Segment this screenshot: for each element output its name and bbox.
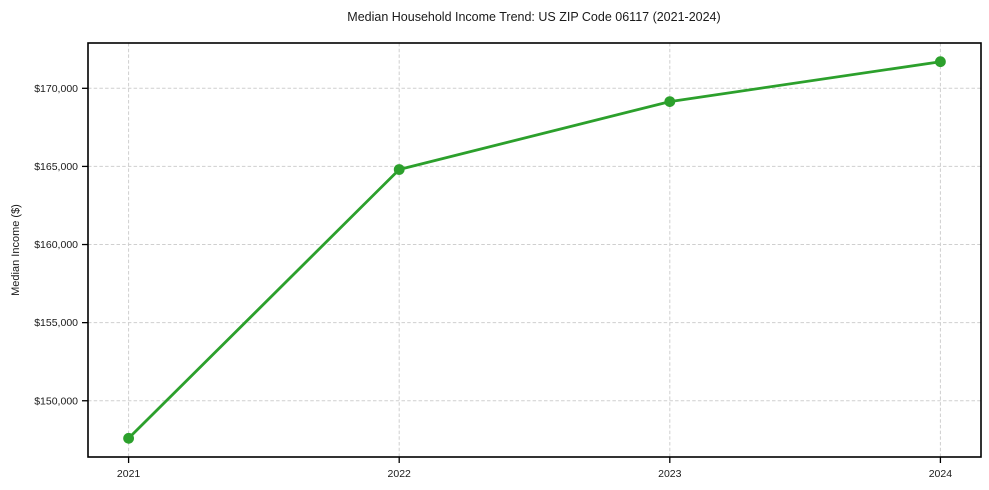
x-tick-label: 2021 bbox=[117, 468, 141, 480]
gridlines bbox=[88, 43, 981, 457]
y-tick-label: $150,000 bbox=[34, 395, 78, 407]
y-tick-label: $155,000 bbox=[34, 317, 78, 329]
data-point-2023 bbox=[664, 96, 676, 107]
x-tick-label: 2023 bbox=[658, 468, 682, 480]
x-tick-label: 2024 bbox=[929, 468, 953, 480]
y-tick-label: $170,000 bbox=[34, 83, 78, 95]
income-line-series bbox=[123, 56, 946, 444]
plot-border bbox=[87, 42, 982, 458]
data-point-2021 bbox=[123, 432, 134, 444]
y-tick-label: $160,000 bbox=[34, 239, 78, 251]
x-tick-label: 2022 bbox=[388, 468, 412, 480]
axis-ticks-and-labels: 2021 2022 2023 2024 $150,000 $155,000 $160,000… bbox=[34, 83, 952, 480]
y-axis-label: Median Income ($) bbox=[10, 204, 22, 296]
income-trend-line bbox=[127, 60, 942, 440]
chart-title: Median Household Income Trend: US ZIP Co… bbox=[347, 10, 720, 24]
data-point-2022 bbox=[393, 164, 405, 175]
data-point-2024 bbox=[935, 56, 946, 68]
y-tick-label: $165,000 bbox=[34, 161, 78, 173]
